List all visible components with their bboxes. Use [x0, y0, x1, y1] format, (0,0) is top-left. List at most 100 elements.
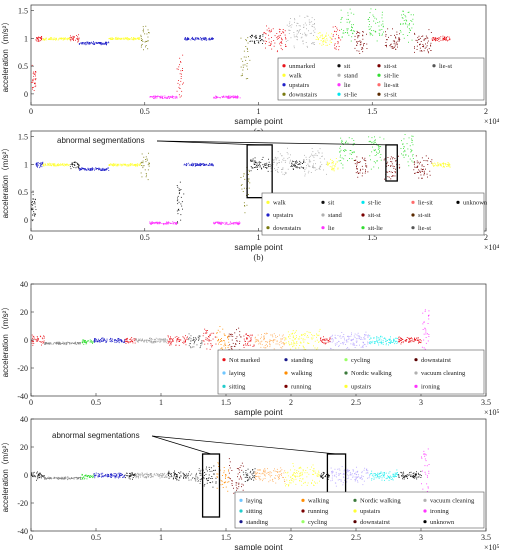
data-point	[378, 146, 380, 148]
data-point	[390, 43, 392, 45]
data-point	[404, 15, 406, 17]
data-point	[285, 342, 287, 344]
data-point	[186, 475, 188, 477]
data-point	[82, 339, 84, 340]
data-point	[143, 156, 145, 158]
data-point	[45, 39, 47, 41]
data-point	[200, 165, 202, 167]
data-point	[421, 164, 423, 166]
data-point	[425, 333, 427, 335]
data-point	[300, 162, 302, 164]
data-point	[207, 478, 209, 480]
data-point	[318, 168, 320, 170]
data-point	[146, 174, 147, 176]
data-point	[76, 35, 77, 36]
data-point	[385, 34, 387, 35]
data-point	[448, 36, 450, 38]
data-point	[258, 469, 260, 471]
data-point	[41, 341, 42, 343]
data-point	[174, 476, 176, 478]
data-point	[402, 143, 404, 145]
data-point	[47, 478, 49, 479]
data-point	[176, 338, 178, 340]
data-point	[413, 169, 415, 171]
data-point	[78, 477, 79, 479]
data-point	[309, 469, 311, 470]
data-point	[306, 165, 307, 167]
data-point	[134, 342, 136, 344]
data-point	[174, 222, 176, 224]
data-point	[34, 82, 36, 84]
data-point	[266, 472, 268, 474]
data-point	[250, 339, 252, 341]
data-point	[45, 477, 46, 479]
data-point	[219, 326, 221, 327]
data-point	[355, 340, 357, 342]
data-point	[225, 481, 227, 483]
data-point	[357, 332, 359, 334]
data-point	[298, 30, 300, 32]
data-point	[409, 23, 410, 24]
data-point	[157, 475, 159, 477]
data-point	[345, 150, 347, 151]
data-point	[192, 340, 194, 341]
data-point	[199, 475, 201, 476]
data-point	[405, 339, 407, 340]
data-point	[332, 162, 334, 164]
data-point	[33, 90, 35, 91]
data-point	[437, 39, 438, 41]
data-point	[411, 140, 413, 142]
data-point	[372, 14, 374, 16]
data-point	[127, 341, 129, 342]
data-point	[339, 29, 341, 31]
data-point	[122, 38, 124, 40]
data-point	[62, 38, 64, 40]
data-point	[93, 341, 95, 343]
data-point	[124, 340, 126, 342]
data-point	[390, 156, 392, 158]
data-point	[342, 143, 344, 144]
data-point	[68, 164, 70, 166]
data-point	[239, 331, 241, 333]
data-point	[295, 476, 296, 478]
data-point	[70, 35, 71, 37]
data-point	[284, 171, 286, 173]
data-point	[147, 339, 149, 341]
data-point	[376, 338, 378, 340]
data-point	[151, 223, 153, 225]
data-point	[261, 344, 263, 346]
data-point	[254, 160, 256, 162]
data-point	[312, 167, 314, 169]
data-point	[90, 340, 92, 342]
data-point	[334, 31, 336, 32]
data-point	[286, 152, 288, 153]
data-point	[259, 166, 261, 168]
data-point	[53, 163, 55, 164]
data-point	[369, 12, 371, 14]
data-point	[32, 198, 34, 200]
data-point	[87, 475, 89, 476]
data-point	[114, 477, 116, 479]
data-point	[211, 476, 213, 477]
data-point	[151, 475, 152, 477]
data-point	[210, 343, 212, 344]
data-point	[203, 37, 205, 39]
data-point	[133, 475, 134, 476]
segment-points	[263, 25, 287, 53]
data-point	[283, 157, 285, 159]
data-point	[183, 164, 185, 166]
data-point	[421, 346, 423, 348]
data-point	[240, 475, 241, 477]
data-point	[364, 172, 366, 174]
data-point	[320, 337, 322, 339]
data-point	[194, 339, 196, 341]
data-point	[122, 476, 123, 478]
data-point	[68, 37, 69, 39]
data-point	[360, 41, 362, 43]
data-point	[354, 160, 355, 161]
data-point	[155, 341, 157, 343]
data-point	[323, 36, 325, 38]
data-point	[249, 340, 251, 341]
data-point	[242, 64, 244, 66]
